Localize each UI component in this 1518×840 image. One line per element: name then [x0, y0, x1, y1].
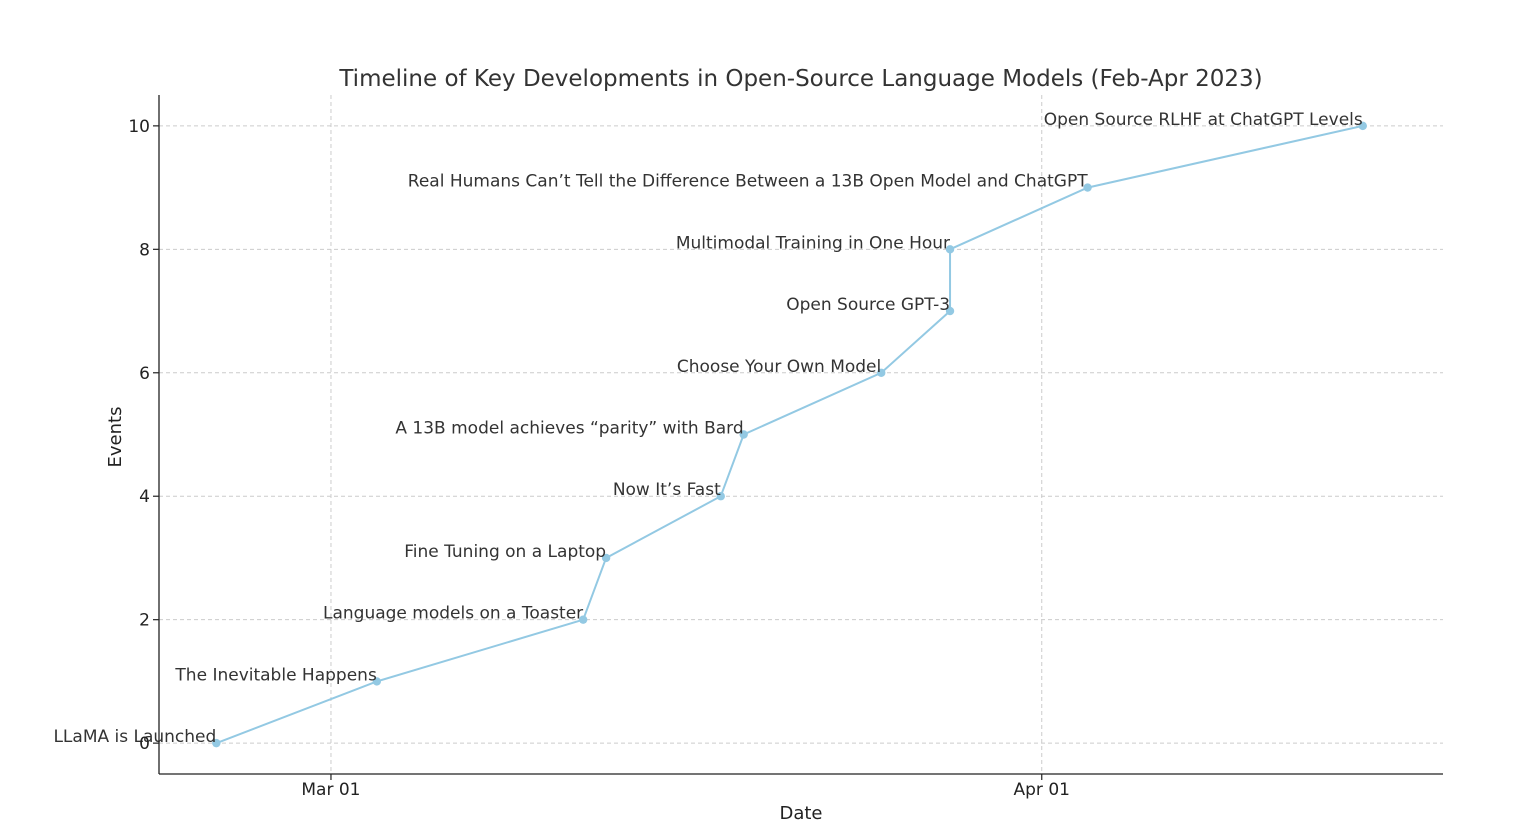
x-tick-label: Mar 01: [301, 780, 360, 800]
event-label: Language models on a Toaster: [323, 604, 583, 624]
event-label: Real Humans Can’t Tell the Difference Be…: [408, 172, 1088, 192]
event-label: The Inevitable Happens: [174, 665, 377, 685]
x-tick-label: Apr 01: [1014, 780, 1070, 800]
event-label: Choose Your Own Model: [677, 357, 881, 377]
data-points: [212, 121, 1367, 748]
event-label: Fine Tuning on a Laptop: [404, 542, 606, 562]
data-point: [578, 615, 588, 624]
data-point: [945, 245, 955, 254]
axes: 0 2 4 6 8 10 Mar 01 Apr 01: [128, 95, 1443, 800]
y-tick-label: 6: [139, 364, 150, 384]
y-tick-label: 8: [139, 240, 150, 260]
data-point: [372, 677, 382, 686]
data-point: [1358, 121, 1367, 131]
y-axis-label: Events: [105, 407, 126, 468]
data-point: [716, 492, 725, 501]
event-label: Now It’s Fast: [613, 480, 721, 500]
series-line-layer: [215, 124, 1363, 745]
event-label: Multimodal Training in One Hour: [676, 233, 950, 253]
data-point: [1083, 183, 1092, 192]
x-axis-label: Date: [779, 803, 822, 824]
event-label: LLaMA is Launched: [53, 727, 216, 747]
data-point: [601, 553, 611, 563]
data-point: [877, 368, 886, 377]
event-annotations: LLaMA is Launched The Inevitable Happens L…: [53, 110, 1362, 747]
event-label: A 13B model achieves “parity” with Bard: [395, 419, 743, 439]
event-label: Open Source RLHF at ChatGPT Levels: [1044, 110, 1363, 130]
chart-title: Timeline of Key Developments in Open-Sou…: [338, 66, 1262, 92]
data-point: [739, 430, 748, 439]
y-tick-label: 10: [128, 117, 150, 137]
event-label: Open Source GPT-3: [786, 295, 950, 315]
y-tick-label: 4: [139, 487, 150, 507]
data-point: [212, 738, 221, 748]
data-point: [945, 306, 955, 316]
grid-lines: [159, 95, 1443, 774]
series-line: [215, 124, 1363, 745]
y-tick-label: 0: [139, 734, 150, 754]
y-tick-label: 2: [139, 611, 150, 631]
